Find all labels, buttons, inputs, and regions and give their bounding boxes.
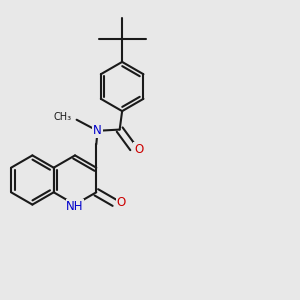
Text: N: N <box>93 124 102 137</box>
Text: O: O <box>134 143 143 156</box>
Text: NH: NH <box>66 200 84 213</box>
Text: CH₃: CH₃ <box>54 112 72 122</box>
Text: O: O <box>116 196 126 209</box>
